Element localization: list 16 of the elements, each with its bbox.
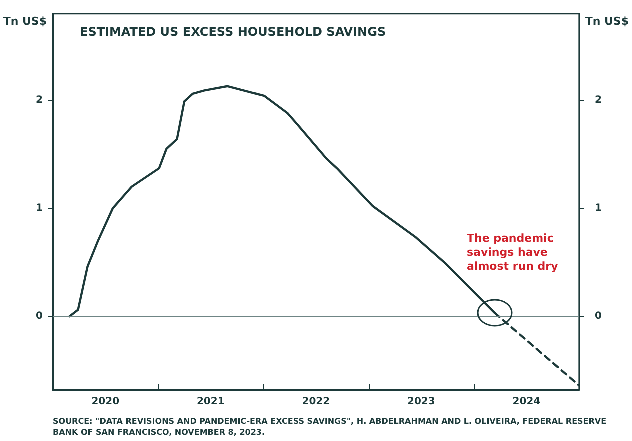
y2-axis-title: Tn US$ [585,15,630,28]
x-tick-label: 2023 [408,396,436,408]
y-axis-title: Tn US$ [3,15,47,28]
y2-tick-label: 1 [595,202,602,214]
y-tick-label: 2 [36,94,44,106]
x-tick-label: 2022 [302,396,330,408]
y2-tick-label: 2 [595,94,602,106]
x-tick-label: 2024 [512,396,541,408]
y-tick-label: 1 [36,202,44,214]
source-note: SOURCE: "DATA REVISIONS AND PANDEMIC-ERA EXCESS SAVINGS", H. ABDELRAHMAN AND L. OLIVEIRA, FEDERAL RESERVE BANK OF SAN FRANCISCO, NOVEMBER 8, 2023. [53,416,608,438]
text: ESTIMATED US EXCESS HOUSEHOLD SAVINGS [80,25,386,39]
x-tick-label: 2021 [196,396,225,408]
y-tick-label: 0 [36,311,44,322]
y2-tick-label: 0 [595,311,602,322]
x-tick-label: 2020 [92,396,120,408]
annotation: The pandemic savings have almost run dry [467,232,560,274]
